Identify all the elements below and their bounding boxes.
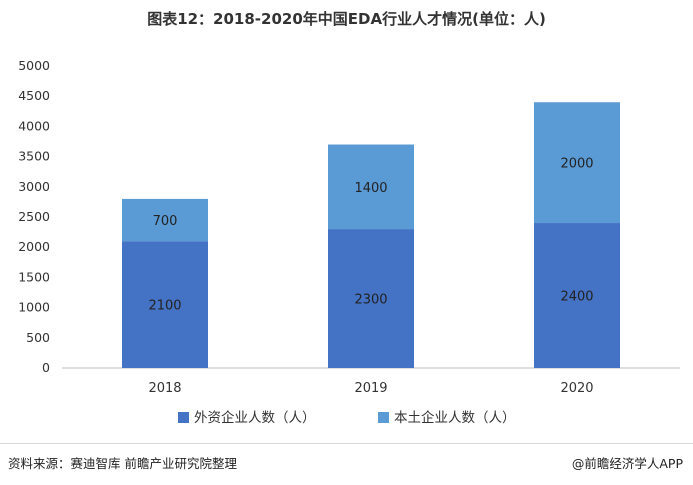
legend-label: 本土企业人数（人） bbox=[394, 409, 516, 426]
data-label: 2400 bbox=[560, 290, 593, 305]
bar-domestic bbox=[534, 102, 620, 224]
legend-swatch bbox=[178, 412, 189, 423]
x-tick-label: 2018 bbox=[148, 381, 181, 396]
bar-foreign bbox=[328, 229, 414, 368]
bar-foreign bbox=[534, 223, 620, 368]
bar-domestic bbox=[122, 198, 208, 242]
y-tick-label: 5000 bbox=[18, 58, 50, 73]
bar-domestic bbox=[328, 144, 414, 230]
bar-foreign bbox=[122, 241, 208, 368]
y-tick-label: 500 bbox=[26, 330, 50, 345]
y-tick-label: 3000 bbox=[18, 179, 50, 194]
brand-credit: @前瞻经济学人APP bbox=[571, 456, 683, 471]
data-label: 1400 bbox=[354, 181, 387, 196]
x-tick-label: 2020 bbox=[560, 381, 593, 396]
legend-label: 外资企业人数（人） bbox=[194, 409, 316, 426]
y-tick-label: 1000 bbox=[18, 300, 50, 315]
y-tick-label: 4500 bbox=[18, 88, 50, 103]
data-label: 2100 bbox=[148, 299, 181, 314]
data-label: 2000 bbox=[560, 157, 593, 172]
y-tick-label: 2500 bbox=[18, 209, 50, 224]
data-label: 700 bbox=[153, 214, 178, 229]
data-label: 2300 bbox=[354, 293, 387, 308]
y-tick-label: 3500 bbox=[18, 149, 50, 164]
y-tick-label: 2000 bbox=[18, 239, 50, 254]
x-tick-label: 2019 bbox=[354, 381, 387, 396]
y-tick-label: 1500 bbox=[18, 269, 50, 284]
source-note: 资料来源：赛迪智库 前瞻产业研究院整理 bbox=[8, 456, 237, 471]
y-tick-label: 0 bbox=[42, 360, 50, 375]
chart-title: 图表12：2018-2020年中国EDA行业人才情况(单位：人) bbox=[147, 10, 546, 28]
legend-swatch bbox=[378, 412, 389, 423]
footer-divider bbox=[0, 443, 693, 444]
y-tick-label: 4000 bbox=[18, 118, 50, 133]
stacked-bar-chart: 0 500 1000 1500 2000 2500 3000 3500 4000 4500 5000… bbox=[18, 58, 680, 426]
